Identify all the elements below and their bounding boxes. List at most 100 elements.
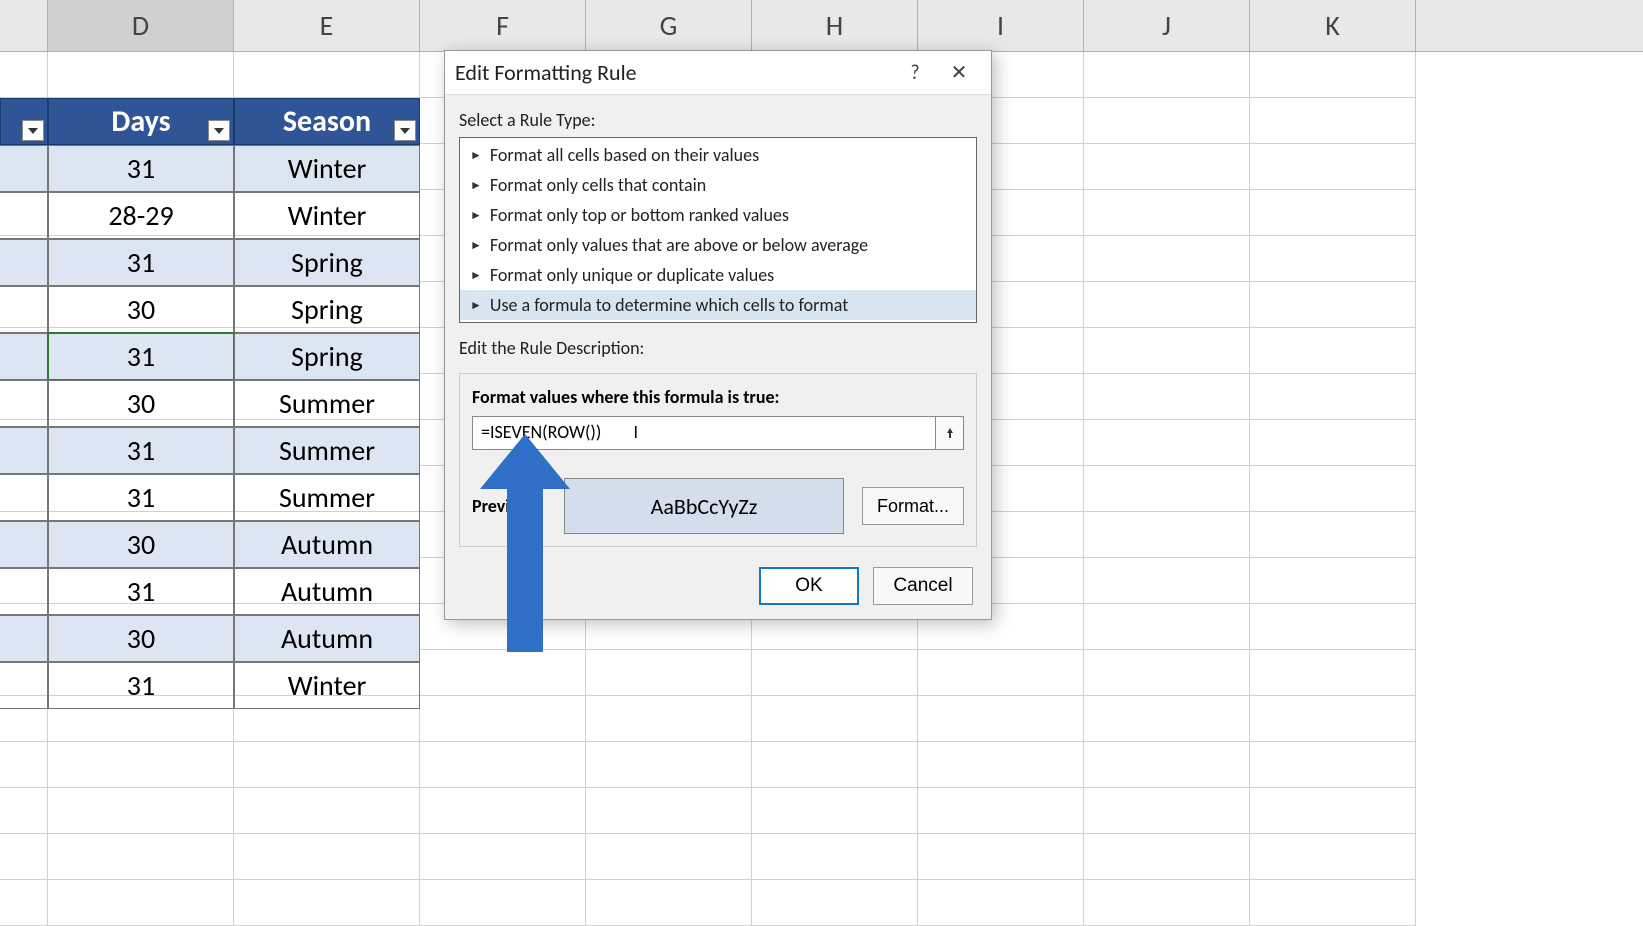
table-cell-stub[interactable]	[0, 521, 48, 568]
table-cell-days[interactable]: 31	[48, 568, 234, 615]
grid-cell[interactable]	[0, 742, 48, 788]
column-header-g[interactable]: G	[586, 0, 752, 51]
grid-cell[interactable]	[1250, 466, 1416, 512]
grid-cell[interactable]	[1250, 880, 1416, 926]
grid-cell[interactable]	[1250, 328, 1416, 374]
grid-cell[interactable]	[1084, 466, 1250, 512]
table-cell-season[interactable]: Summer	[234, 474, 420, 521]
grid-cell[interactable]	[1250, 144, 1416, 190]
rule-type-list[interactable]: Format all cells based on their valuesFo…	[459, 137, 977, 323]
table-cell-days[interactable]: 30	[48, 380, 234, 427]
grid-cell[interactable]	[586, 696, 752, 742]
grid-cell[interactable]	[1250, 190, 1416, 236]
grid-cell[interactable]	[1084, 190, 1250, 236]
grid-cell[interactable]	[420, 834, 586, 880]
table-cell-season[interactable]: Spring	[234, 286, 420, 333]
grid-cell[interactable]	[752, 788, 918, 834]
table-cell-season[interactable]: Summer	[234, 380, 420, 427]
table-cell-stub[interactable]	[0, 662, 48, 709]
format-button[interactable]: Format...	[862, 487, 964, 525]
grid-cell[interactable]	[586, 650, 752, 696]
grid-cell[interactable]	[420, 880, 586, 926]
grid-cell[interactable]	[234, 52, 420, 98]
grid-cell[interactable]	[1084, 236, 1250, 282]
grid-cell[interactable]	[48, 52, 234, 98]
grid-cell[interactable]	[1084, 420, 1250, 466]
grid-cell[interactable]	[420, 742, 586, 788]
rule-type-item[interactable]: Use a formula to determine which cells t…	[460, 290, 976, 320]
grid-cell[interactable]	[1084, 328, 1250, 374]
table-cell-days[interactable]: 30	[48, 521, 234, 568]
grid-cell[interactable]	[918, 650, 1084, 696]
table-cell-season[interactable]: Winter	[234, 662, 420, 709]
grid-cell[interactable]	[752, 696, 918, 742]
grid-cell[interactable]	[1250, 52, 1416, 98]
column-header-e[interactable]: E	[234, 0, 420, 51]
column-header-stub[interactable]	[0, 0, 48, 51]
grid-cell[interactable]	[420, 696, 586, 742]
table-header-days[interactable]: Days	[48, 98, 234, 145]
grid-cell[interactable]	[586, 788, 752, 834]
table-cell-stub[interactable]	[0, 333, 48, 380]
table-cell-days[interactable]: 31	[48, 427, 234, 474]
grid-cell[interactable]	[1250, 558, 1416, 604]
table-cell-season[interactable]: Autumn	[234, 568, 420, 615]
grid-cell[interactable]	[1084, 788, 1250, 834]
grid-cell[interactable]	[1250, 650, 1416, 696]
grid-cell[interactable]	[48, 880, 234, 926]
table-cell-days[interactable]: 30	[48, 615, 234, 662]
grid-cell[interactable]	[586, 834, 752, 880]
grid-cell[interactable]	[1250, 834, 1416, 880]
grid-cell[interactable]	[0, 834, 48, 880]
grid-cell[interactable]	[420, 650, 586, 696]
grid-cell[interactable]	[752, 834, 918, 880]
table-cell-stub[interactable]	[0, 615, 48, 662]
close-icon[interactable]: ✕	[937, 53, 981, 93]
rule-type-item[interactable]: Format only cells that contain	[460, 170, 976, 200]
grid-cell[interactable]	[48, 788, 234, 834]
grid-cell[interactable]	[48, 834, 234, 880]
table-cell-season[interactable]: Spring	[234, 333, 420, 380]
help-icon[interactable]: ?	[893, 53, 937, 93]
table-cell-days[interactable]: 31	[48, 145, 234, 192]
column-header-d[interactable]: D	[48, 0, 234, 51]
table-cell-season[interactable]: Autumn	[234, 521, 420, 568]
grid-cell[interactable]	[1084, 650, 1250, 696]
grid-cell[interactable]	[752, 742, 918, 788]
grid-cell[interactable]	[1084, 604, 1250, 650]
table-cell-stub[interactable]	[0, 192, 48, 239]
grid-cell[interactable]	[1084, 512, 1250, 558]
table-cell-days[interactable]: 28-29	[48, 192, 234, 239]
grid-cell[interactable]	[1250, 374, 1416, 420]
grid-cell[interactable]	[918, 696, 1084, 742]
grid-cell[interactable]	[234, 834, 420, 880]
cancel-button[interactable]: Cancel	[873, 567, 973, 605]
table-cell-days[interactable]: 30	[48, 286, 234, 333]
grid-cell[interactable]	[1084, 98, 1250, 144]
grid-cell[interactable]	[1250, 742, 1416, 788]
grid-cell[interactable]	[0, 52, 48, 98]
grid-cell[interactable]	[918, 834, 1084, 880]
grid-cell[interactable]	[918, 742, 1084, 788]
table-cell-days[interactable]: 31	[48, 474, 234, 521]
table-cell-stub[interactable]	[0, 568, 48, 615]
table-header-season[interactable]: Season	[234, 98, 420, 145]
table-cell-stub[interactable]	[0, 239, 48, 286]
grid-cell[interactable]	[1084, 742, 1250, 788]
filter-dropdown-icon[interactable]	[394, 120, 416, 141]
table-cell-stub[interactable]	[0, 427, 48, 474]
grid-cell[interactable]	[1084, 880, 1250, 926]
grid-cell[interactable]	[0, 788, 48, 834]
grid-cell[interactable]	[1084, 374, 1250, 420]
grid-cell[interactable]	[1084, 558, 1250, 604]
filter-dropdown-icon[interactable]	[208, 120, 230, 141]
table-cell-stub[interactable]	[0, 286, 48, 333]
grid-cell[interactable]	[1084, 52, 1250, 98]
grid-cell[interactable]	[1250, 788, 1416, 834]
column-header-j[interactable]: J	[1084, 0, 1250, 51]
grid-cell[interactable]	[918, 880, 1084, 926]
column-header-i[interactable]: I	[918, 0, 1084, 51]
grid-cell[interactable]	[752, 650, 918, 696]
grid-cell[interactable]	[234, 788, 420, 834]
grid-cell[interactable]	[1250, 236, 1416, 282]
